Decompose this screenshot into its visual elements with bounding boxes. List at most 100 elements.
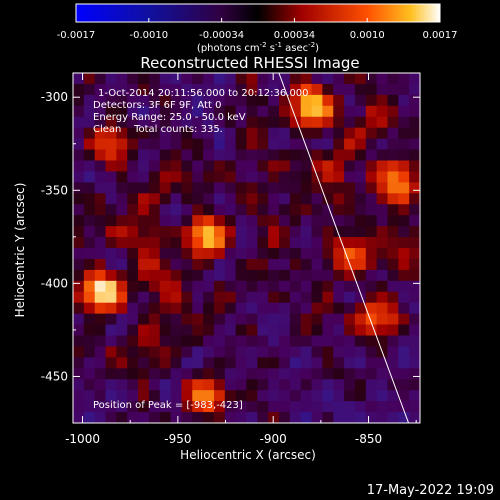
heatmap-cell (105, 324, 117, 336)
heatmap-cell (409, 182, 420, 194)
heatmap-cell (203, 160, 215, 172)
heatmap-cell (127, 313, 139, 325)
heatmap-cell (246, 280, 258, 293)
heatmap-cell (322, 138, 334, 150)
heatmap-cell (116, 83, 128, 96)
heatmap-cell (344, 269, 356, 282)
heatmap-cell (181, 83, 193, 96)
heatmap-cell (105, 357, 117, 369)
heatmap-cell (376, 215, 388, 227)
heatmap-cell (192, 346, 204, 358)
heatmap-cell (322, 171, 334, 183)
heatmap-cell (333, 291, 345, 304)
heatmap-cell (138, 127, 150, 140)
heatmap-cell (83, 357, 96, 369)
heatmap-cell (94, 138, 106, 150)
heatmap-cell (181, 390, 193, 402)
heatmap-cell (311, 193, 323, 205)
heatmap-cell (365, 83, 378, 96)
heatmap-cell (170, 160, 182, 172)
heatmap-cell (159, 171, 171, 183)
heatmap-cell (235, 269, 247, 282)
heatmap-cell (94, 127, 106, 140)
heatmap-cell (409, 83, 420, 96)
heatmap-cell (138, 204, 150, 216)
heatmap-cell (73, 116, 85, 129)
heatmap-cell (289, 313, 302, 325)
heatmap-cell (398, 204, 410, 216)
heatmap-cell (257, 335, 269, 347)
heatmap-cell (83, 182, 96, 194)
heatmap-cell (83, 302, 96, 315)
heatmap-cell (279, 182, 291, 194)
heatmap-cell (203, 248, 215, 260)
heatmap-cell (344, 149, 356, 161)
heatmap-cell (257, 412, 269, 423)
heatmap-cell (235, 182, 247, 194)
heatmap-cell (94, 313, 106, 325)
heatmap-cell (224, 182, 237, 194)
heatmap-cell (116, 368, 128, 380)
heatmap-cell (333, 127, 345, 140)
heatmap-cell (246, 324, 258, 336)
heatmap-cell (213, 313, 226, 325)
heatmap-cell (322, 248, 334, 260)
heatmap-cell (333, 237, 345, 249)
heatmap-cell (376, 401, 388, 413)
heatmap-cell (73, 138, 85, 150)
heatmap-cell (409, 94, 420, 107)
heatmap-cell (105, 193, 117, 205)
heatmap-cell (354, 171, 367, 183)
heatmap-cell (376, 280, 388, 293)
heatmap-cell (159, 204, 171, 216)
heatmap-cell (409, 149, 420, 161)
heatmap-cell (203, 280, 215, 293)
heatmap-cell (365, 226, 378, 238)
heatmap-cell (376, 160, 388, 172)
heatmap-cell (268, 280, 280, 293)
heatmap-cell (192, 390, 204, 402)
heatmap-cell (268, 412, 280, 423)
heatmap-cell (344, 193, 356, 205)
heatmap-cell (213, 116, 226, 129)
heatmap-cell (398, 116, 410, 129)
heatmap-cell (279, 149, 291, 161)
heatmap-cell (73, 94, 85, 107)
heatmap-cell (94, 280, 106, 293)
heatmap-cell (159, 335, 171, 347)
heatmap-cell (138, 390, 150, 402)
heatmap-cell (409, 412, 420, 423)
heatmap-cell (192, 401, 204, 413)
heatmap-cell (94, 401, 106, 413)
heatmap-cell (257, 401, 269, 413)
heatmap-cell (105, 401, 117, 413)
heatmap-cell (83, 412, 96, 423)
heatmap-cell (279, 193, 291, 205)
heatmap-cell (279, 171, 291, 183)
heatmap-cell (311, 215, 323, 227)
heatmap-cell (387, 73, 399, 85)
heatmap-cell (246, 390, 258, 402)
heatmap-cell (311, 149, 323, 161)
heatmap-cell (257, 94, 269, 107)
heatmap-cell (235, 73, 247, 85)
heatmap-cell (322, 335, 334, 347)
heatmap-cell (333, 105, 345, 118)
heatmap-cell (279, 280, 291, 293)
heatmap-cell (181, 379, 193, 391)
axes: -1000 -950 -900 -850 -300 -350 -400 -450 (41, 73, 420, 446)
heatmap-cell (170, 302, 182, 315)
heatmap-cell (105, 379, 117, 391)
heatmap-cell (300, 412, 312, 423)
heatmap-cell (203, 335, 215, 347)
heatmap-cell (181, 105, 193, 118)
heatmap-cell (289, 138, 302, 150)
heatmap-cell (257, 280, 269, 293)
heatmap-cell (398, 73, 410, 85)
heatmap-cell (73, 127, 85, 140)
heatmap-cell (279, 335, 291, 347)
heatmap-cell (105, 138, 117, 150)
heatmap-cell (409, 368, 420, 380)
heatmap-cell (94, 324, 106, 336)
heatmap-cell (376, 116, 388, 129)
